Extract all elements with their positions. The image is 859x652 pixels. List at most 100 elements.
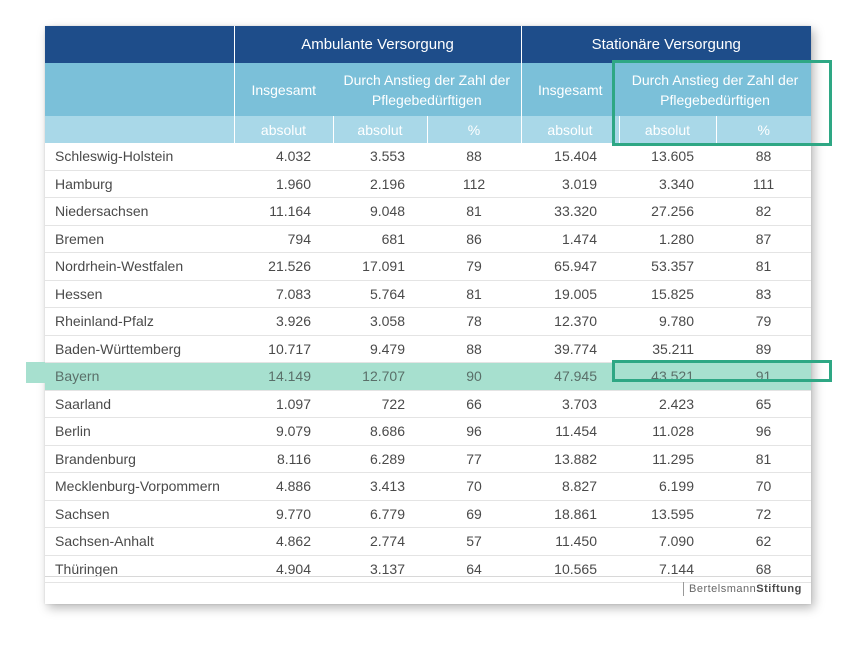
row-label: Hessen	[45, 280, 234, 308]
cell-a-abs: 3.137	[333, 555, 427, 583]
table-row: Rheinland-Pfalz 3.926 3.058 78 12.370 9.780 79	[45, 307, 812, 336]
cell-a-abs: 12.707	[333, 362, 427, 391]
table-row: Berlin 9.079 8.686 96 11.454 11.028 96	[45, 417, 812, 446]
cell-a-ins: 4.886	[234, 472, 333, 501]
cell-s-pct: 111	[716, 170, 812, 198]
highlight-row-marker	[26, 362, 45, 383]
row-label: Niedersachsen	[45, 197, 234, 226]
cell-s-abs: 27.256	[619, 197, 716, 226]
cell-s-pct: 89	[716, 335, 812, 363]
table-row: Sachsen-Anhalt 4.862 2.774 57 11.450 7.090 62	[45, 527, 812, 556]
cell-s-ins: 10.565	[521, 555, 619, 583]
cell-a-pct: 77	[427, 445, 521, 473]
cell-a-pct: 78	[427, 307, 521, 336]
cell-a-pct: 66	[427, 390, 521, 418]
row-label: Schleswig-Holstein	[45, 143, 234, 171]
cell-a-pct: 64	[427, 555, 521, 583]
brand-light: Bertelsmann	[689, 583, 757, 595]
footer-divider	[45, 576, 811, 577]
cell-s-pct: 82	[716, 197, 812, 226]
unit-header: %	[426, 116, 521, 143]
cell-a-ins: 4.862	[234, 527, 333, 556]
cell-s-ins: 65.947	[521, 252, 619, 281]
ambulant-anstieg-header: Durch Anstieg der Zahl der Pflegebedürft…	[333, 63, 521, 116]
cell-s-abs: 13.605	[619, 143, 716, 171]
unit-header: absolut	[520, 116, 619, 143]
cell-s-abs: 13.595	[619, 500, 716, 528]
cell-s-pct: 70	[716, 472, 812, 501]
cell-s-abs: 1.280	[619, 225, 716, 253]
row-label: Berlin	[45, 417, 234, 446]
unit-header: absolut	[332, 116, 427, 143]
cell-s-abs: 7.090	[619, 527, 716, 556]
cell-a-pct: 70	[427, 472, 521, 501]
cell-s-ins: 11.450	[521, 527, 619, 556]
row-label: Bayern	[45, 362, 234, 391]
table-row: Bayern 14.149 12.707 90 47.945 43.521 91	[45, 362, 812, 391]
table-row: Baden-Württemberg 10.717 9.479 88 39.774 35.2…	[45, 335, 812, 363]
cell-s-abs: 7.144	[619, 555, 716, 583]
cell-a-ins: 9.079	[234, 417, 333, 446]
row-label: Sachsen-Anhalt	[45, 527, 234, 556]
cell-a-pct: 79	[427, 252, 521, 281]
cell-a-abs: 6.779	[333, 500, 427, 528]
unit-header: absolut	[233, 116, 333, 143]
cell-a-ins: 11.164	[234, 197, 333, 226]
cell-s-pct: 62	[716, 527, 812, 556]
table-row: Nordrhein-Westfalen 21.526 17.091 79 65.947 5…	[45, 252, 812, 281]
cell-a-pct: 88	[427, 143, 521, 171]
row-label: Baden-Württemberg	[45, 335, 234, 363]
cell-s-abs: 11.028	[619, 417, 716, 446]
highlight-box-header	[612, 60, 832, 146]
cell-a-ins: 21.526	[234, 252, 333, 281]
table-row: Schleswig-Holstein 4.032 3.553 88 15.404 13.6…	[45, 143, 812, 171]
cell-s-ins: 8.827	[521, 472, 619, 501]
row-label: Mecklenburg-Vorpommern	[45, 472, 234, 501]
row-label: Thüringen	[45, 555, 234, 583]
cell-a-abs: 681	[333, 225, 427, 253]
unit-header: %	[715, 116, 812, 143]
table-body: Schleswig-Holstein 4.032 3.553 88 15.404 13.6…	[45, 143, 812, 583]
corner-cell	[45, 26, 234, 63]
table-row: Saarland 1.097 722 66 3.703 2.423 65	[45, 390, 812, 418]
cell-s-pct: 65	[716, 390, 812, 418]
cell-s-pct: 96	[716, 417, 812, 446]
cell-a-abs: 722	[333, 390, 427, 418]
cell-a-abs: 9.479	[333, 335, 427, 363]
cell-a-ins: 14.149	[234, 362, 333, 391]
cell-s-ins: 11.454	[521, 417, 619, 446]
cell-s-abs: 6.199	[619, 472, 716, 501]
cell-s-abs: 15.825	[619, 280, 716, 308]
cell-a-ins: 794	[234, 225, 333, 253]
cell-s-pct: 83	[716, 280, 812, 308]
cell-s-abs: 2.423	[619, 390, 716, 418]
cell-a-abs: 2.774	[333, 527, 427, 556]
cell-a-pct: 88	[427, 335, 521, 363]
cell-a-abs: 17.091	[333, 252, 427, 281]
cell-s-ins: 18.861	[521, 500, 619, 528]
group-stationaer-header: Stationäre Versorgung	[520, 26, 812, 63]
cell-a-abs: 3.058	[333, 307, 427, 336]
table-row: Brandenburg 8.116 6.289 77 13.882 11.295 81	[45, 445, 812, 473]
cell-a-pct: 90	[427, 362, 521, 391]
care-table: Ambulante Versorgung Stationäre Versorgu…	[45, 26, 812, 583]
cell-s-ins: 13.882	[521, 445, 619, 473]
row-label: Sachsen	[45, 500, 234, 528]
cell-a-abs: 5.764	[333, 280, 427, 308]
cell-a-abs: 3.413	[333, 472, 427, 501]
cell-s-ins: 33.320	[521, 197, 619, 226]
cell-s-pct: 81	[716, 252, 812, 281]
cell-a-ins: 4.904	[234, 555, 333, 583]
table-row: Hessen 7.083 5.764 81 19.005 15.825 83	[45, 280, 812, 308]
cell-a-ins: 7.083	[234, 280, 333, 308]
cell-a-abs: 9.048	[333, 197, 427, 226]
cell-a-ins: 4.032	[234, 143, 333, 171]
cell-a-ins: 10.717	[234, 335, 333, 363]
cell-a-pct: 69	[427, 500, 521, 528]
cell-s-pct: 91	[716, 362, 812, 391]
cell-s-abs: 53.357	[619, 252, 716, 281]
cell-s-pct: 87	[716, 225, 812, 253]
brand-bold: Stiftung	[756, 583, 802, 595]
brand-logo: BertelsmannStiftung	[683, 582, 802, 596]
cell-s-pct: 81	[716, 445, 812, 473]
